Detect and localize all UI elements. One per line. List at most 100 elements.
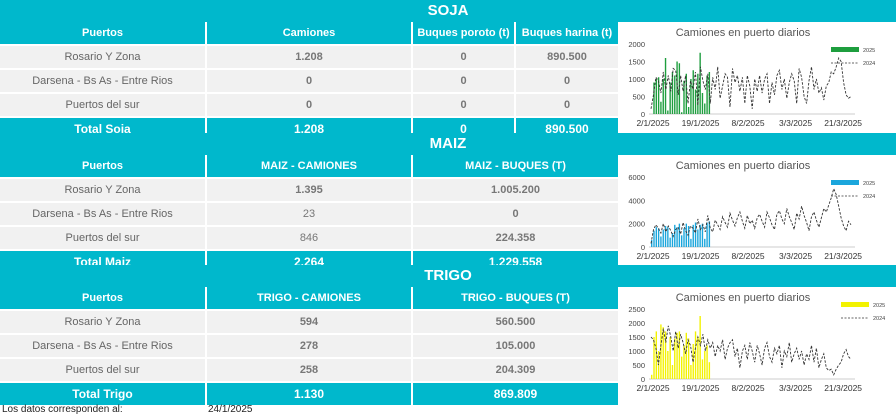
x-tick-label: 21/3/2025 [824, 251, 862, 261]
bar-2025 [671, 365, 674, 379]
bar-2025 [692, 224, 694, 247]
cell-value: 0 [515, 93, 620, 118]
bar-2025 [681, 356, 683, 379]
legend-label-2025: 2025 [863, 181, 875, 187]
total-row: Total Trigo 1.130 869.809 [0, 382, 620, 407]
bar-2025 [669, 82, 671, 114]
table-header-row: Puertos TRIGO - CAMIONES TRIGO - BUQUES … [0, 287, 620, 311]
y-tick-label: 0 [641, 243, 645, 252]
chart-title: Camiones en puerto diarios [676, 292, 811, 304]
y-tick-label: 500 [632, 93, 645, 102]
bar-2025 [708, 72, 711, 114]
chart-svg: Camiones en puerto diarios 0 2000 4000 6000 2… [628, 160, 875, 261]
bar-2025 [701, 223, 704, 247]
cell-value: 278 [206, 334, 413, 359]
cell-value: 846 [206, 226, 413, 251]
footer-label: Los datos corresponden al: [2, 404, 123, 415]
y-tick-label: 6000 [628, 173, 645, 182]
chart-svg: Camiones en puerto diarios 0 500 1000 1500 20… [628, 292, 885, 393]
x-tick-label: 8/2/2025 [732, 383, 765, 393]
y-tick-label: 0 [641, 375, 645, 384]
port-name: Puertos del sur [0, 358, 207, 383]
bar-2025 [674, 338, 676, 379]
bar-2025 [681, 235, 683, 247]
column-header: TRIGO - CAMIONES [206, 287, 413, 311]
bar-2025 [653, 230, 655, 247]
bar-2025 [655, 331, 657, 379]
chart-svg: Camiones en puerto diarios 0 500 1000 1500 20… [628, 27, 875, 128]
legend-label-2025: 2025 [863, 48, 875, 54]
bar-2025 [683, 228, 685, 247]
port-name: Darsena - Bs As - Entre Rios [0, 69, 207, 94]
bar-2025 [690, 365, 692, 379]
column-header: Puertos [0, 22, 207, 46]
legend-label-2025: 2025 [873, 303, 885, 309]
port-name: Darsena - Bs As - Entre Rios [0, 202, 207, 227]
total-value: 869.809 [412, 382, 620, 407]
x-tick-label: 21/3/2025 [824, 118, 862, 128]
bar-2025 [690, 79, 692, 114]
bar-2025 [676, 227, 678, 247]
cell-value: 560.500 [412, 310, 620, 335]
cell-value: 0 [412, 45, 516, 70]
table-header-row: Puertos Camiones Buques poroto (t) Buque… [0, 22, 620, 46]
table-row: Rosario Y Zona 1.208 0 890.500 [0, 45, 620, 70]
table-header-row: Puertos MAIZ - CAMIONES MAIZ - BUQUES (T… [0, 155, 620, 179]
bar-2025 [699, 52, 701, 114]
x-tick-label: 2/1/2025 [636, 251, 669, 261]
cell-value: 0 [206, 69, 413, 94]
bar-2025 [694, 222, 697, 247]
series-line-2024 [650, 325, 852, 376]
port-name: Rosario Y Zona [0, 310, 207, 335]
bar-2025 [660, 236, 662, 247]
x-tick-label: 19/1/2025 [682, 118, 720, 128]
soja-table: Puertos Camiones Buques poroto (t) Buque… [0, 22, 620, 142]
bar-2025 [664, 331, 667, 379]
y-tick-label: 500 [632, 361, 645, 370]
bar-2025 [662, 229, 664, 247]
bar-2025 [660, 101, 662, 114]
legend-swatch-2025 [831, 47, 859, 52]
column-header: Buques harina (t) [515, 22, 620, 46]
y-tick-label: 1500 [628, 58, 645, 67]
bar-2025 [704, 351, 706, 379]
bar-2025 [690, 238, 692, 247]
y-tick-label: 1000 [628, 75, 645, 84]
cell-value: 594 [206, 310, 413, 335]
bar-2025 [651, 240, 653, 247]
cell-value: 224.358 [412, 226, 620, 251]
total-row: Total Soja 1.208 0 890.500 [0, 117, 620, 142]
port-name: Puertos del sur [0, 226, 207, 251]
bar-2025 [683, 345, 685, 379]
cell-value: 0 [412, 69, 516, 94]
legend-label-2024: 2024 [863, 194, 875, 200]
chart-soja: Camiones en puerto diarios 0 500 1000 1500 20… [619, 22, 891, 132]
trigo-table: Puertos TRIGO - CAMIONES TRIGO - BUQUES … [0, 287, 620, 407]
cell-value: 0 [515, 69, 620, 94]
cell-value: 0 [206, 93, 413, 118]
bar-2025 [687, 107, 690, 114]
bar-2025 [692, 70, 694, 114]
bar-2025 [708, 362, 711, 379]
series-line-2024 [650, 187, 852, 244]
y-tick-label: 4000 [628, 196, 645, 205]
column-header: Buques poroto (t) [412, 22, 516, 46]
bar-2025 [706, 222, 708, 247]
bar-2025 [655, 79, 657, 114]
table-row: Puertos del sur 846 224.358 [0, 226, 620, 251]
bar-2025 [708, 221, 711, 247]
cell-value: 1.005.200 [412, 178, 620, 203]
x-tick-label: 3/3/2025 [779, 383, 812, 393]
table-row: Darsena - Bs As - Entre Rios 278 105.000 [0, 334, 620, 359]
table-row: Rosario Y Zona 1.395 1.005.200 [0, 178, 620, 203]
bar-2025 [674, 75, 676, 114]
bar-2025 [671, 233, 674, 247]
section-title-trigo: TRIGO [0, 265, 896, 287]
y-tick-label: 2000 [628, 319, 645, 328]
table-row: Darsena - Bs As - Entre Rios 0 0 0 [0, 69, 620, 94]
y-tick-label: 1000 [628, 347, 645, 356]
chart-maiz: Camiones en puerto diarios 0 2000 4000 6000 2… [619, 155, 891, 265]
bar-2025 [687, 338, 690, 379]
cell-value: 1.395 [206, 178, 413, 203]
table-row: Puertos del sur 0 0 0 [0, 93, 620, 118]
